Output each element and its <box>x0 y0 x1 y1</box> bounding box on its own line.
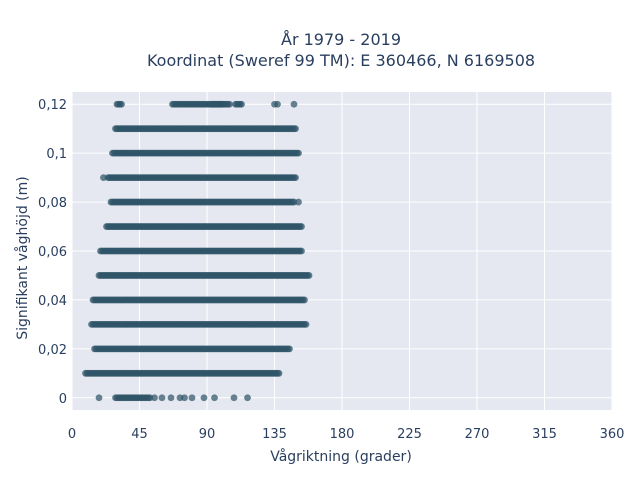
y-tick-labels: 0 0,02 0,04 0,06 0,08 0,1 0,12 <box>38 98 67 407</box>
scatter-point <box>298 223 305 230</box>
data-points <box>82 100 313 402</box>
scatter-point <box>244 394 251 402</box>
x-tick-label: 360 <box>600 427 625 442</box>
scatter-point <box>100 174 107 182</box>
scatter-point <box>295 198 302 206</box>
scatter-point <box>188 394 196 402</box>
y-tick-label: 0,04 <box>38 294 67 309</box>
gridlines <box>71 92 613 410</box>
x-tick-labels: 0 45 90 135 180 225 270 315 360 <box>68 427 625 442</box>
x-tick-label: 315 <box>532 427 557 442</box>
scatter-point <box>286 345 293 353</box>
chart-title-line2: Koordinat (Sweref 99 TM): E 360466, N 61… <box>147 51 535 70</box>
scatter-point <box>151 394 158 402</box>
scatter-point <box>211 394 218 402</box>
x-tick-label: 225 <box>397 427 422 442</box>
x-tick-label: 135 <box>262 427 287 442</box>
scatter-point <box>167 394 175 402</box>
scatter-point <box>230 394 238 402</box>
scatter-point <box>290 100 298 108</box>
x-tick-label: 270 <box>465 427 490 442</box>
scatter-point <box>181 394 188 402</box>
x-tick-label: 0 <box>68 427 76 442</box>
y-tick-label: 0,02 <box>38 343 67 358</box>
scatter-point <box>238 100 245 108</box>
scatter-point <box>95 394 103 402</box>
chart-title-line1: År 1979 - 2019 <box>281 30 401 49</box>
y-tick-label: 0 <box>59 392 67 407</box>
y-axis-title: Signifikant våghöjd (m) <box>14 176 31 339</box>
x-tick-label: 180 <box>330 427 355 442</box>
scatter-point <box>226 100 233 108</box>
x-axis-title: Vågriktning (grader) <box>270 448 412 465</box>
scatter-point <box>274 100 281 108</box>
scatter-point <box>295 149 302 157</box>
x-tick-label: 45 <box>131 427 148 442</box>
scatter-point <box>158 394 166 402</box>
scatter-point <box>305 272 313 279</box>
scatter-point <box>298 247 305 255</box>
scatter-point <box>200 394 208 402</box>
scatter-point <box>302 320 310 328</box>
x-tick-label: 90 <box>199 427 216 442</box>
y-tick-label: 0,12 <box>38 98 67 113</box>
scatter-point <box>292 125 299 133</box>
y-tick-label: 0,06 <box>38 245 67 260</box>
scatter-point <box>275 369 283 377</box>
scatter-point <box>301 296 308 304</box>
y-tick-label: 0,08 <box>38 196 67 211</box>
y-tick-label: 0,1 <box>46 147 67 162</box>
scatter-point <box>118 100 125 108</box>
scatter-point <box>292 174 299 182</box>
